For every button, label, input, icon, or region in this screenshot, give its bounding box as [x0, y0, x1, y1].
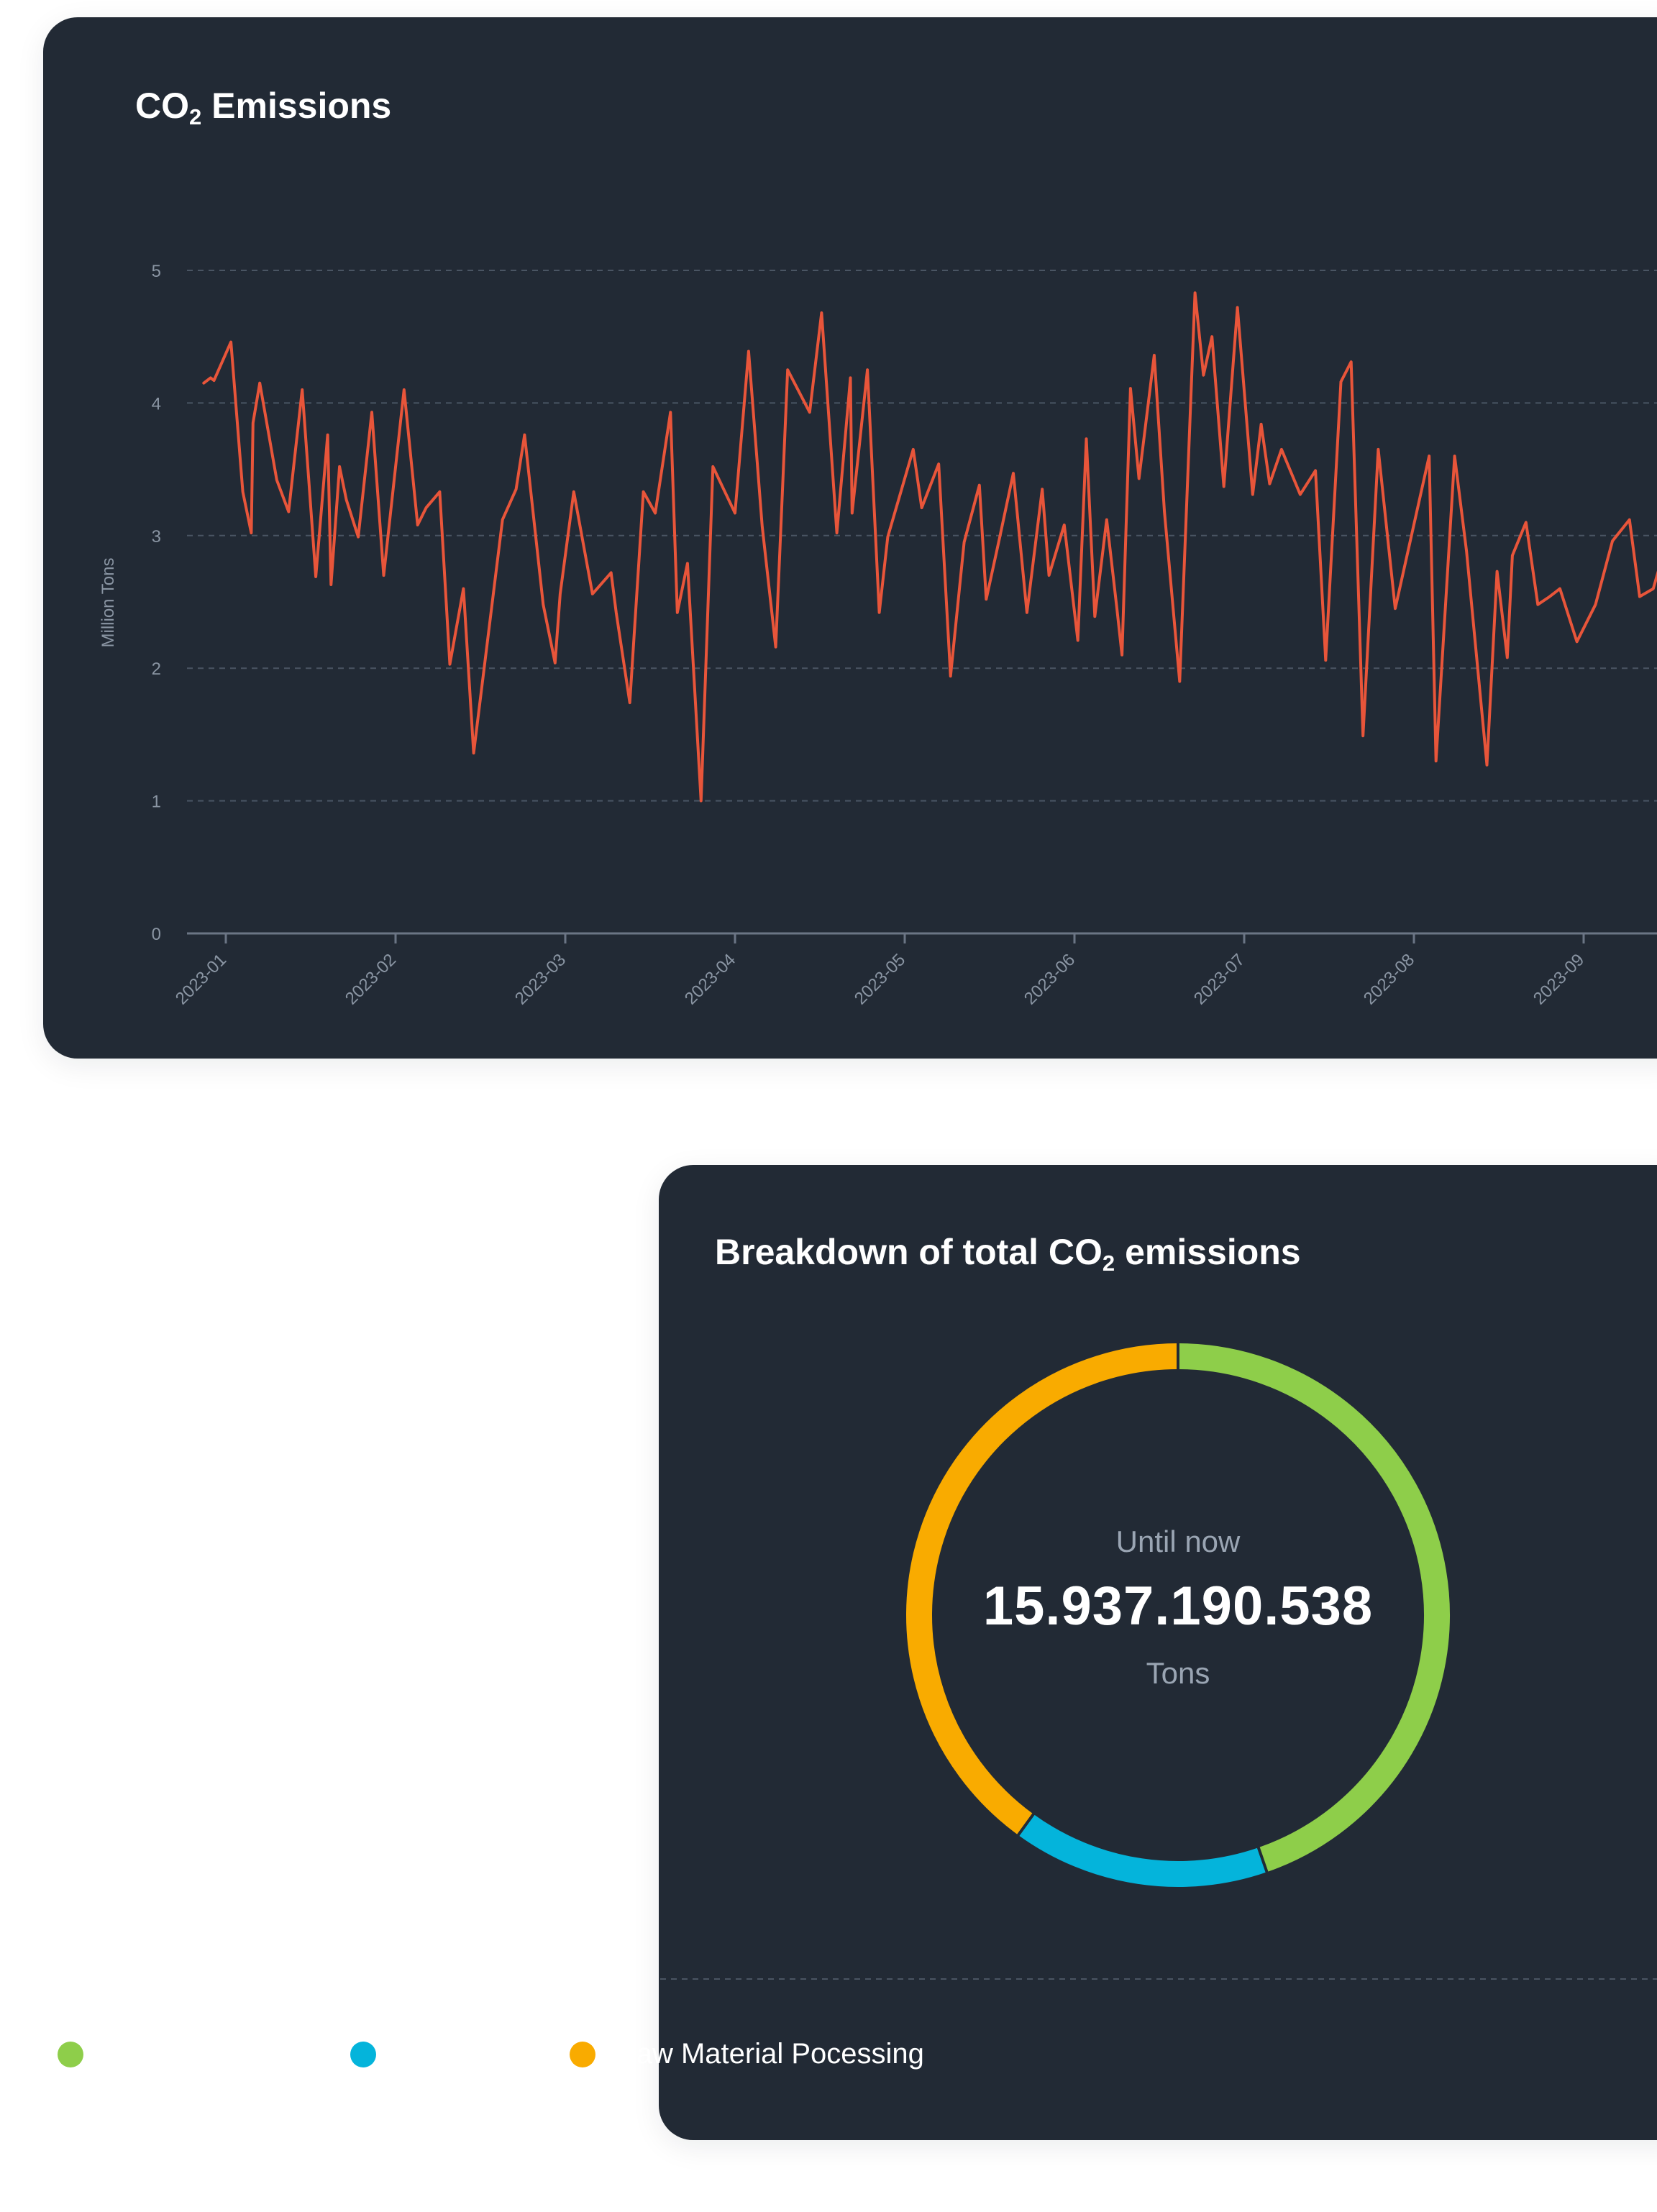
y-tick-label: 0	[152, 925, 161, 944]
x-tick-label: 2023-05	[851, 950, 909, 1008]
x-tick-label: 2023-06	[1021, 950, 1079, 1008]
line-chart-title: CO2 Emissions	[135, 86, 392, 129]
x-tick-label: 2023-03	[511, 950, 570, 1008]
x-tick-label: 2023-08	[1360, 950, 1418, 1008]
legend-label: Raw Material Pocessing	[615, 2038, 924, 2070]
slice-separator	[1256, 1845, 1269, 1874]
x-tick-label: 2023-07	[1190, 950, 1249, 1008]
y-tick-label: 3	[152, 527, 161, 547]
legend-label: Packaging	[396, 2038, 531, 2070]
x-tick-label: 2023-01	[172, 950, 230, 1008]
series-line-co2-emissions	[202, 291, 1657, 803]
y-tick-label: 5	[152, 262, 161, 281]
legend-dot-raw-material	[569, 2041, 595, 2067]
legend-dot-packaging	[350, 2041, 377, 2067]
y-tick-label: 1	[152, 792, 161, 812]
donut-slice-packaging	[1018, 1814, 1267, 1887]
y-tick-label: 2	[152, 659, 161, 679]
donut-center: Until now 15.937.190.538 Tons	[962, 1525, 1394, 1691]
total-emissions-value: 15.937.190.538	[982, 1576, 1374, 1637]
legend-dot-main-production	[58, 2041, 83, 2067]
x-tick-label: 2023-09	[1530, 950, 1588, 1008]
x-tick-label: 2023-04	[681, 950, 739, 1008]
donut-slice-raw-material	[906, 1343, 1179, 1835]
y-tick-label: 4	[152, 394, 161, 413]
slice-separator	[1016, 1811, 1036, 1837]
legend-item-raw-material[interactable]: Raw Material Pocessing	[569, 2038, 924, 2070]
breakdown-card: Breakdown of total CO2 emissions	[659, 1165, 1657, 2140]
legend-item-packaging[interactable]: Packaging	[350, 2038, 531, 2070]
x-tick-label: 2023-02	[342, 950, 400, 1008]
legend-label: Main Production	[104, 2038, 312, 2070]
center-label: Until now	[1115, 1525, 1241, 1558]
center-unit: Tons	[1146, 1656, 1210, 1690]
donut-legend: Main Production Packaging Raw Material P…	[58, 2038, 963, 2070]
y-axis-label: Million Tons	[99, 558, 118, 648]
legend-item-main-production[interactable]: Main Production	[58, 2038, 311, 2070]
donut-chart-title: Breakdown of total CO2 emissions	[715, 1232, 1301, 1276]
donut-slice-main-production	[1177, 1343, 1450, 1873]
